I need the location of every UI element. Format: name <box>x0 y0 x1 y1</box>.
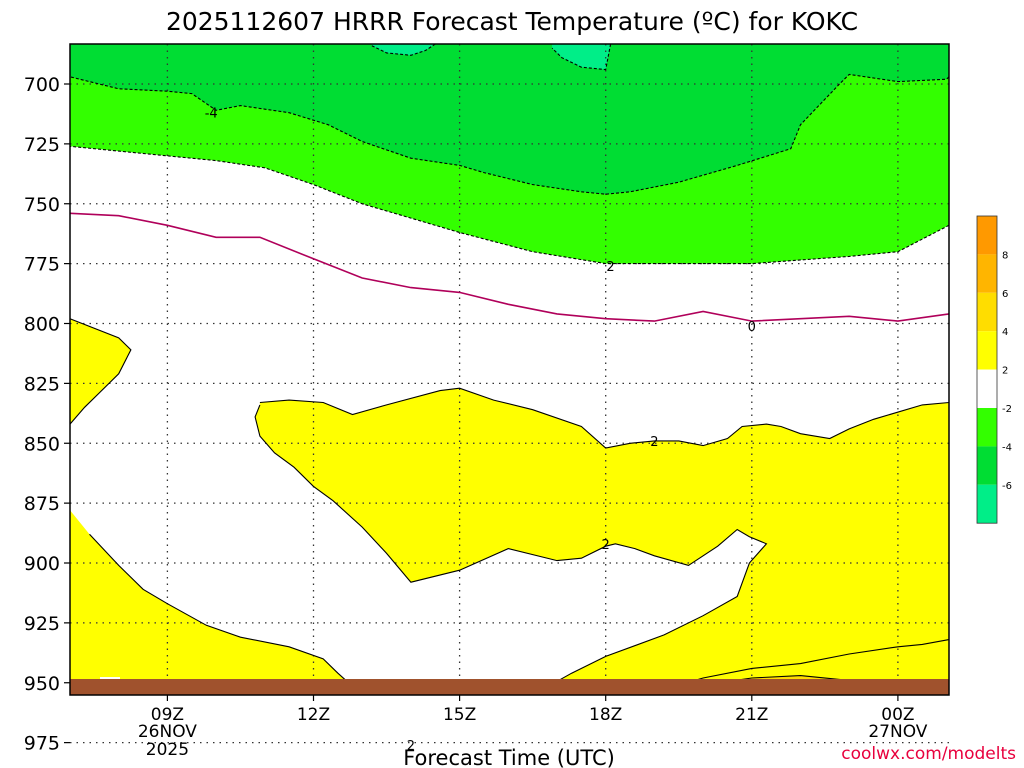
legend-swatch-4 <box>977 292 997 332</box>
y-tick-label-700: 700 <box>24 74 60 96</box>
contour-region-y2a <box>70 318 131 425</box>
credit-label: coolwx.com/modelts <box>841 744 1016 764</box>
x-tick-sublabel-09Z-1: 2025 <box>146 740 189 760</box>
x-tick-label-00Z: 00Z <box>881 705 914 725</box>
contour-region-y2b <box>70 388 949 695</box>
contour-label-0: -4 <box>205 107 218 122</box>
ground-gap <box>100 677 120 679</box>
x-tick-label-09Z: 09Z <box>151 705 184 725</box>
contour-line-minus4 <box>69 73 950 195</box>
y-tick-label-875: 875 <box>24 493 60 515</box>
plot-frame <box>69 43 950 696</box>
y-tick-label-925: 925 <box>24 613 60 635</box>
legend-label-4: 4 <box>1002 327 1008 338</box>
contour-region-g6b <box>552 44 611 70</box>
y-axis-ticks: 700 725 750 775 800 825 850 875 900 925 950 975 <box>24 74 70 755</box>
legend-swatch--8 <box>977 484 997 524</box>
contour-label-3: 2 <box>650 435 658 450</box>
color-legend: 8 6 4 2 -2 -4 -6 <box>976 215 1012 524</box>
legend-border <box>976 215 998 524</box>
legend-label--4: -4 <box>1002 442 1012 453</box>
ground-fill <box>70 679 949 695</box>
legend-label--6: -6 <box>1002 481 1012 492</box>
y-tick-label-725: 725 <box>24 134 60 156</box>
y-tick-label-750: 750 <box>24 194 60 216</box>
x-tick-label-18Z: 18Z <box>589 705 622 725</box>
contour-label-1: 2 <box>606 260 614 275</box>
legend-label-6: 6 <box>1002 289 1008 300</box>
contour-label-4: 2 <box>602 538 610 553</box>
x-tick-sublabel-09Z-0: 26NOV <box>138 722 197 742</box>
contour-line-plus2b-upper <box>259 387 950 449</box>
legend-label--2: -2 <box>1002 404 1012 415</box>
y-tick-label-825: 825 <box>24 373 60 395</box>
y-tick-label-950: 950 <box>24 673 60 695</box>
contour-line-zero <box>69 212 950 322</box>
legend-label-8: 8 <box>1002 250 1008 261</box>
legend-swatch--2 <box>977 369 997 408</box>
contour-line-minus2 <box>69 145 950 265</box>
y-tick-label-850: 850 <box>24 433 60 455</box>
x-axis-label: Forecast Time (UTC) <box>403 746 615 768</box>
contour-label-5: 2 <box>407 739 415 754</box>
gridlines <box>70 44 949 744</box>
contour-line-minus6b <box>551 43 612 71</box>
x-tick-label-21Z: 21Z <box>735 705 768 725</box>
plot-border <box>69 43 950 696</box>
y-tick-label-775: 775 <box>24 254 60 276</box>
y-tick-label-800: 800 <box>24 314 60 336</box>
legend-swatch--6 <box>977 446 997 485</box>
x-tick-sublabel-00Z-0: 27NOV <box>868 722 927 742</box>
temperature-contour-fills <box>70 44 949 695</box>
legend-label-2: 2 <box>1002 366 1008 377</box>
contour-label-2: 0 <box>748 320 756 335</box>
legend-swatch-6 <box>977 254 997 293</box>
contour-line-plus2b-lower <box>89 404 768 696</box>
contour-line-plus2a <box>69 318 132 425</box>
contour-labels: -4 2 0 2 2 2 <box>205 107 756 754</box>
y-tick-label-975: 975 <box>24 733 60 755</box>
contour-region-g4 <box>70 44 949 195</box>
legend-swatch-2 <box>977 331 997 370</box>
x-tick-label-12Z: 12Z <box>297 705 330 725</box>
contour-line-minus6a <box>371 43 436 56</box>
legend-swatch--4 <box>977 408 997 447</box>
legend-swatch-8 <box>977 216 997 255</box>
y-tick-label-900: 900 <box>24 553 60 575</box>
chart-title: 2025112607 HRRR Forecast Temperature (ºC… <box>166 7 858 36</box>
x-tick-label-15Z: 15Z <box>443 705 476 725</box>
ground-strip <box>70 677 949 695</box>
